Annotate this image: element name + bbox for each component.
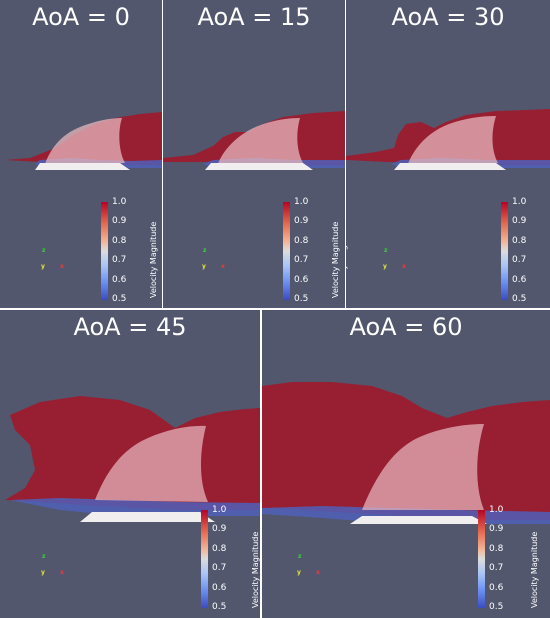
colorbar-tick: 0.5 [112,294,127,304]
colorbar-tick: 0.7 [489,563,504,573]
axis-z-label: z [203,247,207,254]
orientation-axes: z y x [380,246,410,272]
colorbar-tick: 1.0 [489,505,504,515]
colorbar: 1.0 0.9 0.8 0.7 0.6 0.5 Velocity Magnitu… [478,506,539,612]
flow-render [346,109,550,170]
axis-x-label: x [60,569,64,576]
colorbar-tick: 0.5 [294,294,309,304]
axis-x-label: x [316,569,320,576]
axis-x-label: x [60,263,64,270]
colorbar-tick: 0.6 [489,583,504,593]
axis-y-label: y [41,263,45,270]
orientation-axes: z y x [38,246,68,272]
panel-title: AoA = 0 [32,3,130,31]
colorbar-tick: 0.7 [112,255,127,265]
axis-x-label: x [221,263,225,270]
flow-render [163,111,345,170]
panel-aoa-15: AoA = 15 1.0 0.9 0.8 0.7 0.6 0.5 Velocit… [163,0,345,308]
colorbar-tick: 1.0 [294,197,309,207]
colorbar-tick: 0.7 [294,255,309,265]
colorbar: 1.0 0.9 0.8 0.7 0.6 0.5 Velocity Magnitu… [283,198,343,304]
flow-render [5,112,162,170]
colorbar-tick: 0.5 [489,602,504,612]
colorbar-tick: 0.5 [512,294,527,304]
axis-y-label: y [383,263,387,270]
panel-title: AoA = 45 [73,313,187,341]
axis-z-label: z [384,247,388,254]
colorbar-tick: 1.0 [212,505,227,515]
colorbar: 1.0 0.9 0.8 0.7 0.6 0.5 Velocity Magnitu… [201,506,260,612]
colorbar-title: Velocity Magnitude [346,219,348,296]
axis-z-label: z [298,553,302,560]
colorbar-tick: 0.5 [212,602,227,612]
colorbar-tick: 0.8 [489,544,504,554]
colorbar-tick: 0.7 [212,563,227,573]
colorbar-tick: 0.8 [294,236,309,246]
colorbar-gradient [501,202,508,300]
panel-title: AoA = 30 [391,3,505,31]
colorbar-tick: 0.9 [294,216,309,226]
orientation-axes: z y x [294,552,324,578]
orientation-axes: z y x [199,246,229,272]
colorbar-gradient [201,510,208,608]
colorbar-tick: 0.6 [294,275,309,285]
colorbar-tick: 1.0 [512,197,527,207]
colorbar-tick: 0.9 [489,524,504,534]
colorbar-tick: 0.7 [512,255,527,265]
colorbar-tick: 0.8 [212,544,227,554]
colorbar: 1.0 0.9 0.8 0.7 0.6 0.5 [501,198,549,304]
axis-z-label: z [42,247,46,254]
panel-aoa-45: AoA = 45 1.0 0.9 0.8 0.7 0.6 0.5 Velocit… [0,310,260,618]
axis-x-label: x [402,263,406,270]
colorbar-gradient [101,202,108,300]
colorbar-tick: 1.0 [112,197,127,207]
colorbar-tick: 0.9 [212,524,227,534]
axis-y-label: y [41,569,45,576]
colorbar-tick: 0.6 [212,583,227,593]
panel-aoa-0: AoA = 0 1.0 0.9 0.8 0.7 0.6 0.5 Velocity… [0,0,162,308]
colorbar: 1.0 0.9 0.8 0.7 0.6 0.5 Velocity Magnitu… [101,198,161,304]
axis-y-label: y [202,263,206,270]
colorbar-gradient [283,202,290,300]
axis-y-label: y [297,569,301,576]
colorbar-tick: 0.9 [512,216,527,226]
panel-aoa-30: AoA = 30 1.0 0.9 0.8 0.7 0.6 0.5 Velocit… [346,0,550,308]
panel-aoa-60: AoA = 60 1.0 0.9 0.8 0.7 0.6 0.5 Velocit… [262,310,550,618]
colorbar-tick: 0.8 [512,236,527,246]
colorbar-title: Velocity Magnitude [530,531,539,608]
panel-title: AoA = 60 [349,313,463,341]
colorbar-title: Velocity Magnitude [149,221,158,298]
colorbar-tick: 0.9 [112,216,127,226]
colorbar-tick: 0.8 [112,236,127,246]
orientation-axes: z y x [38,552,68,578]
axis-z-label: z [42,553,46,560]
colorbar-tick: 0.6 [512,275,527,285]
colorbar-tick: 0.6 [112,275,127,285]
colorbar-title: Velocity Magnitude [251,531,260,608]
panel-title: AoA = 15 [197,3,311,31]
flow-render [5,396,260,522]
colorbar-title: Velocity Magnitude [331,221,340,298]
colorbar-gradient [478,510,485,608]
